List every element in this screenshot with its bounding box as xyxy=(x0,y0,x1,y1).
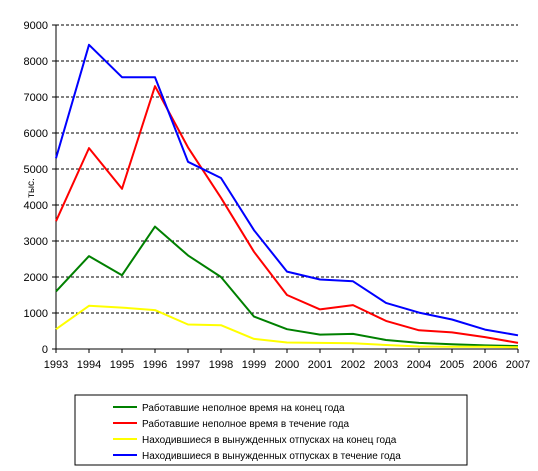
x-tick-label: 1999 xyxy=(242,359,266,371)
y-tick-labels: 0 1000 2000 3000 4000 5000 6000 7000 8000 9000 xyxy=(24,20,48,356)
x-tick-label: 2002 xyxy=(341,359,365,371)
x-tick-label: 1994 xyxy=(77,359,101,371)
legend-label: Находившиеся в вынужденных отпусках на к… xyxy=(142,435,397,446)
legend-label: Находившиеся в вынужденных отпусках в те… xyxy=(142,451,401,462)
y-tick-label: 8000 xyxy=(24,56,48,68)
y-tick-label: 0 xyxy=(42,344,48,356)
y-axis-label: тыс. xyxy=(26,178,37,198)
axes xyxy=(52,24,519,353)
x-tick-label: 1995 xyxy=(110,359,134,371)
legend-label: Работавшие неполное время в течение года xyxy=(142,418,349,430)
x-tick-label: 2007 xyxy=(506,359,530,371)
y-tick-label: 5000 xyxy=(24,164,48,176)
legend-box xyxy=(74,394,468,466)
y-tick-label: 3000 xyxy=(24,236,48,248)
x-tick-label: 2006 xyxy=(473,359,497,371)
y-tick-label: 6000 xyxy=(24,128,48,140)
x-tick-label: 2004 xyxy=(407,359,431,371)
x-tick-labels: 1993 1994 1995 1996 1997 1998 1999 2000 2001 2002… xyxy=(44,359,530,371)
x-tick-label: 2003 xyxy=(374,359,398,371)
x-tick-label: 2000 xyxy=(275,359,299,371)
y-tick-label: 1000 xyxy=(24,308,48,320)
x-tick-label: 2001 xyxy=(308,359,332,371)
y-tick-label: 7000 xyxy=(24,92,48,104)
legend: Работавшие неполное время на конец года Р… xyxy=(74,394,468,466)
series-line-3 xyxy=(55,304,519,349)
x-tick-label: 1997 xyxy=(176,359,200,371)
grid-lines xyxy=(56,24,518,314)
x-tick-label: 1998 xyxy=(209,359,233,371)
x-tick-label: 1993 xyxy=(44,359,68,371)
x-tick-label: 1996 xyxy=(143,359,167,371)
series-lines xyxy=(55,43,519,349)
series-line-1 xyxy=(55,225,519,348)
y-tick-label: 4000 xyxy=(24,200,48,212)
legend-label: Работавшие неполное время на конец года xyxy=(142,402,345,414)
x-tick-label: 2005 xyxy=(440,359,464,371)
series-line-2 xyxy=(55,85,519,344)
y-tick-label: 2000 xyxy=(24,272,48,284)
series-line-4 xyxy=(55,43,519,337)
y-tick-label: 9000 xyxy=(24,20,48,32)
